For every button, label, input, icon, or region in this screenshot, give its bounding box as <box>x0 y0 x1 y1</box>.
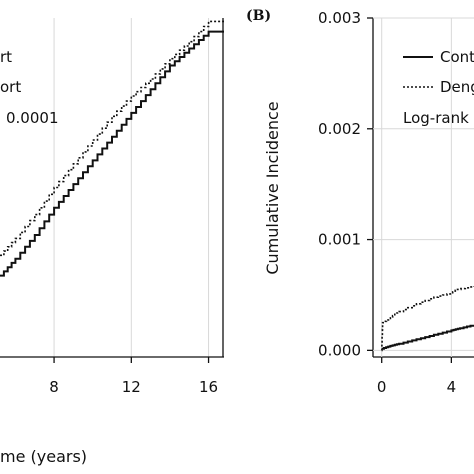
x-tick-label: 12 <box>122 378 141 396</box>
y-tick-label: 0.003 <box>318 9 361 27</box>
legend-entry-label: Contr <box>440 48 474 66</box>
series-line-solid <box>0 30 224 277</box>
legend-stat-text: 0.0001 <box>6 109 59 127</box>
panel-b-gridlines <box>373 17 474 357</box>
panel-a-x-axis-label: me (years) <box>0 447 87 466</box>
panel-b-series <box>381 286 474 352</box>
legend-stat-text: Log-rank <box>403 109 469 127</box>
panel-a: 8 12 16 rt ort 0.0001 me (years) <box>0 18 224 466</box>
x-tick-label: 8 <box>49 378 59 396</box>
panel-b-label: (B) <box>246 8 271 24</box>
panel-b-y-axis-label: Cumulative Incidence <box>263 101 282 274</box>
y-tick-label: 0.001 <box>318 231 361 249</box>
y-tick-label: 0.002 <box>318 120 361 138</box>
panel-a-gridlines <box>53 18 210 357</box>
legend-entry-label: Deng <box>440 78 474 96</box>
panel-a-x-ticks: 8 12 16 <box>49 357 218 396</box>
panel-a-series <box>0 20 224 277</box>
series-line-dotted <box>381 286 474 352</box>
legend-entry-label: ort <box>0 78 21 96</box>
series-line-dotted <box>0 20 224 257</box>
x-tick-label: 16 <box>199 378 218 396</box>
x-tick-label: 0 <box>377 378 387 396</box>
panel-b-y-ticks: 0.000 0.001 0.002 0.003 <box>318 9 373 359</box>
y-tick-label: 0.000 <box>318 341 361 359</box>
series-line-solid <box>381 324 474 350</box>
x-tick-label: 4 <box>447 378 457 396</box>
panel-a-legend: rt ort 0.0001 <box>0 48 59 127</box>
panel-b-legend: Contr Deng Log-rank <box>403 48 474 127</box>
legend-entry-label: rt <box>0 48 12 66</box>
